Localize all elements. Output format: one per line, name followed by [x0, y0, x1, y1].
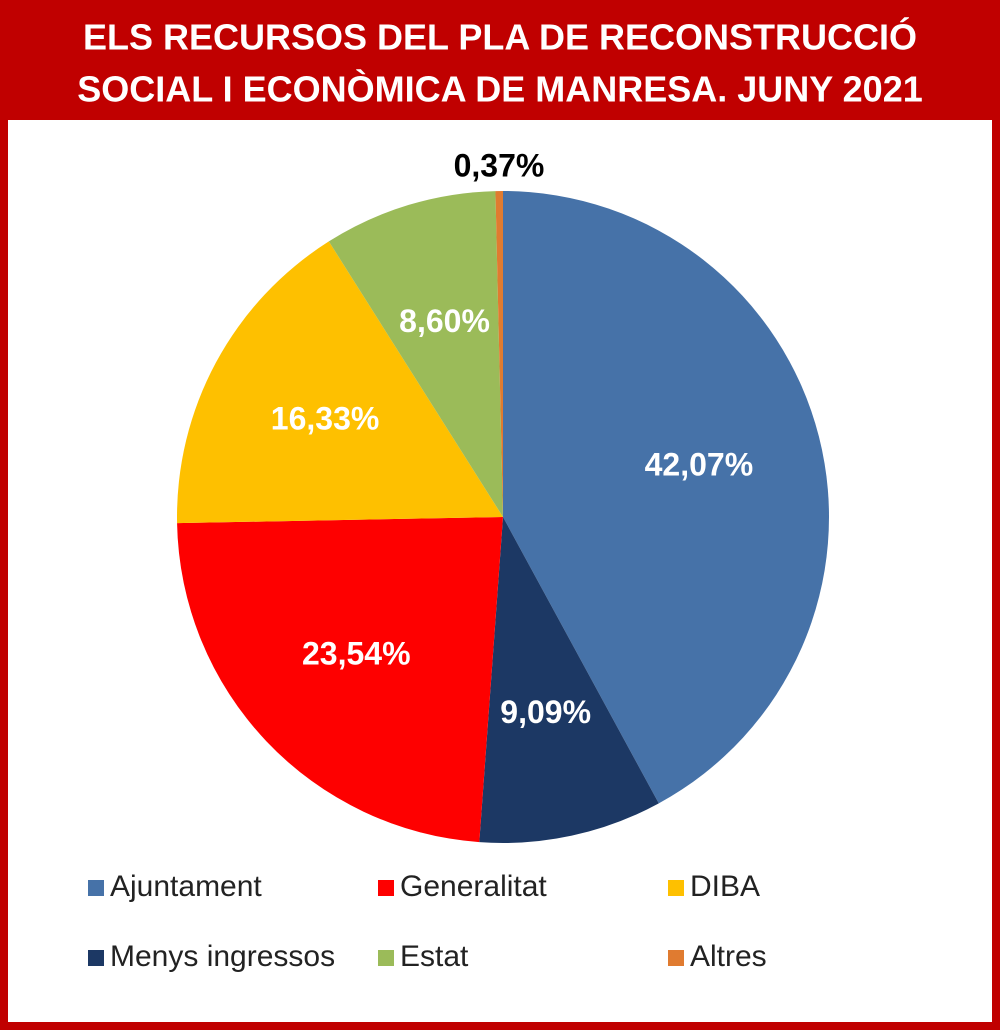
- pie-slice: [503, 191, 829, 804]
- legend-swatch: [668, 880, 684, 896]
- chart-title: ELS RECURSOS DEL PLA DE RECONSTRUCCIÓ: [83, 16, 917, 58]
- legend-swatch: [88, 880, 104, 896]
- legend-label: Altres: [690, 940, 767, 973]
- pie-slice: [495, 191, 503, 517]
- title-band: [4, 4, 996, 120]
- legend-label: Estat: [400, 940, 469, 973]
- data-label: 8,60%: [399, 303, 490, 339]
- legend-label: DIBA: [690, 870, 760, 903]
- legend-label: Menys ingressos: [110, 940, 335, 973]
- legend-swatch: [668, 950, 684, 966]
- data-label: 0,37%: [454, 148, 545, 184]
- chart-title: SOCIAL I ECONÒMICA DE MANRESA. JUNY 2021: [77, 68, 923, 110]
- data-label: 9,09%: [500, 694, 591, 730]
- data-label: 23,54%: [302, 635, 411, 671]
- pie-slice: [177, 517, 503, 843]
- legend-swatch: [378, 880, 394, 896]
- data-label: 16,33%: [271, 401, 380, 437]
- pie-slice: [328, 191, 503, 518]
- legend-label: Ajuntament: [110, 870, 262, 903]
- legend-swatch: [378, 950, 394, 966]
- pie-slice: [479, 517, 659, 844]
- pie-slice: [177, 241, 503, 524]
- legend-label: Generalitat: [400, 870, 547, 903]
- data-label: 42,07%: [645, 447, 754, 483]
- legend-swatch: [88, 950, 104, 966]
